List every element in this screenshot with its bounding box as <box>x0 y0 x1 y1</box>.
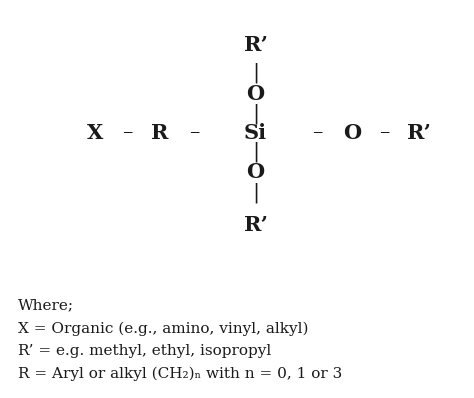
Text: R: R <box>151 123 168 143</box>
Text: X: X <box>87 123 103 143</box>
Text: R’: R’ <box>244 215 268 234</box>
Text: –: – <box>312 123 322 142</box>
Text: R = Aryl or alkyl (CH₂)ₙ with n = 0, 1 or 3: R = Aryl or alkyl (CH₂)ₙ with n = 0, 1 o… <box>18 367 342 381</box>
Text: R’ = e.g. methyl, ethyl, isopropyl: R’ = e.g. methyl, ethyl, isopropyl <box>18 344 272 358</box>
Text: R’: R’ <box>407 123 431 143</box>
Text: |: | <box>252 103 259 123</box>
Text: O: O <box>246 84 264 104</box>
Text: –: – <box>189 123 199 142</box>
Text: Si: Si <box>244 123 267 143</box>
Text: |: | <box>252 183 259 203</box>
Text: O: O <box>343 123 361 143</box>
Text: O: O <box>246 162 264 182</box>
Text: –: – <box>379 123 389 142</box>
Text: |: | <box>252 62 259 83</box>
Text: |: | <box>252 142 259 162</box>
Text: X = Organic (e.g., amino, vinyl, alkyl): X = Organic (e.g., amino, vinyl, alkyl) <box>18 322 309 336</box>
Text: R’: R’ <box>244 35 268 55</box>
Text: –: – <box>122 123 132 142</box>
Text: Where;: Where; <box>18 298 74 312</box>
